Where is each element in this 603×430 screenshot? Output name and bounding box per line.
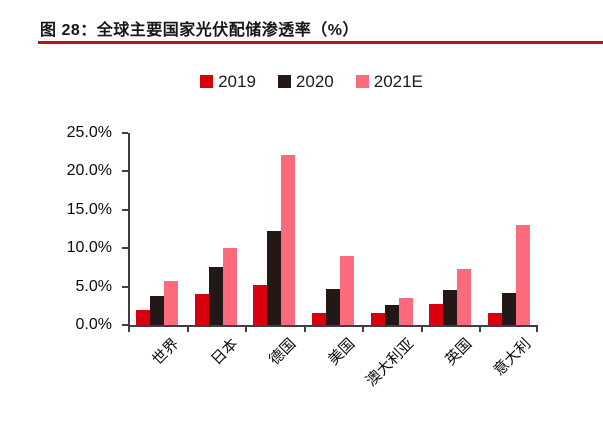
y-axis-label-25.0%: 25.0% [66, 124, 112, 141]
plot-area [122, 132, 538, 327]
y-axis-tick [122, 285, 128, 288]
y-axis-label-20.0%: 20.0% [66, 162, 112, 180]
bar-2021E-日本 [222, 248, 237, 325]
bar-2021E-澳大利亚 [398, 298, 413, 325]
bar-2019-澳大利亚 [370, 312, 385, 325]
y-axis-tick [122, 170, 128, 173]
y-axis-label-5.0%: 5.0% [75, 277, 112, 295]
bar-2019-日本 [194, 294, 209, 325]
bar-2020-澳大利亚 [384, 305, 399, 325]
legend-label: 2020 [295, 72, 334, 91]
legend-label: 2019 [218, 72, 256, 91]
y-axis-tick [122, 132, 128, 134]
x-axis-tick [303, 327, 306, 332]
y-axis-tick [122, 208, 128, 211]
bar-2020-英国 [443, 289, 458, 325]
figure-title: 图 28：全球主要国家光伏配储渗透率（%） [40, 22, 359, 39]
chart-legend: 2019 2020 2021E [20, 73, 603, 90]
x-axis-tick [128, 327, 130, 332]
bar-2019-美国 [312, 313, 326, 325]
bar-2021E-德国 [281, 154, 296, 325]
y-axis-label-15.0%: 15.0% [66, 200, 112, 218]
legend-item-2019: 2019 [200, 73, 256, 90]
y-axis-label-10.0%: 10.0% [66, 239, 112, 257]
y-axis-tick [122, 324, 128, 326]
bar-2021E-英国 [457, 268, 472, 325]
bar-2020-美国 [326, 288, 340, 325]
bar-2020-德国 [267, 230, 282, 325]
legend-item-2021E: 2021E [355, 72, 423, 91]
x-axis-tick [420, 327, 423, 332]
bar-2021E-世界 [164, 281, 179, 325]
bar-2021E-意大利 [515, 225, 530, 325]
legend-swatch-2020 [277, 75, 291, 88]
x-axis-tick [245, 327, 248, 332]
bar-2020-日本 [208, 267, 223, 325]
x-axis-tick [479, 327, 482, 332]
legend-item-2020: 2020 [277, 72, 334, 91]
legend-label: 2021E [373, 72, 423, 91]
legend-swatch-2021E [355, 75, 369, 88]
bar-2020-世界 [150, 295, 165, 325]
y-axis-label-0.0%: 0.0% [75, 316, 112, 333]
bar-2021E-美国 [340, 255, 354, 325]
bar-2019-意大利 [487, 312, 502, 325]
title-underline [38, 41, 603, 44]
x-axis-tick [362, 327, 365, 332]
bar-2019-英国 [429, 304, 444, 325]
bar-2019-德国 [253, 285, 268, 325]
legend-swatch-2019 [200, 75, 214, 88]
x-axis-tick [186, 327, 189, 332]
bar-2020-意大利 [501, 292, 516, 325]
x-axis-tick [536, 327, 538, 332]
y-axis-tick [122, 247, 128, 250]
bar-2019-世界 [136, 309, 151, 325]
